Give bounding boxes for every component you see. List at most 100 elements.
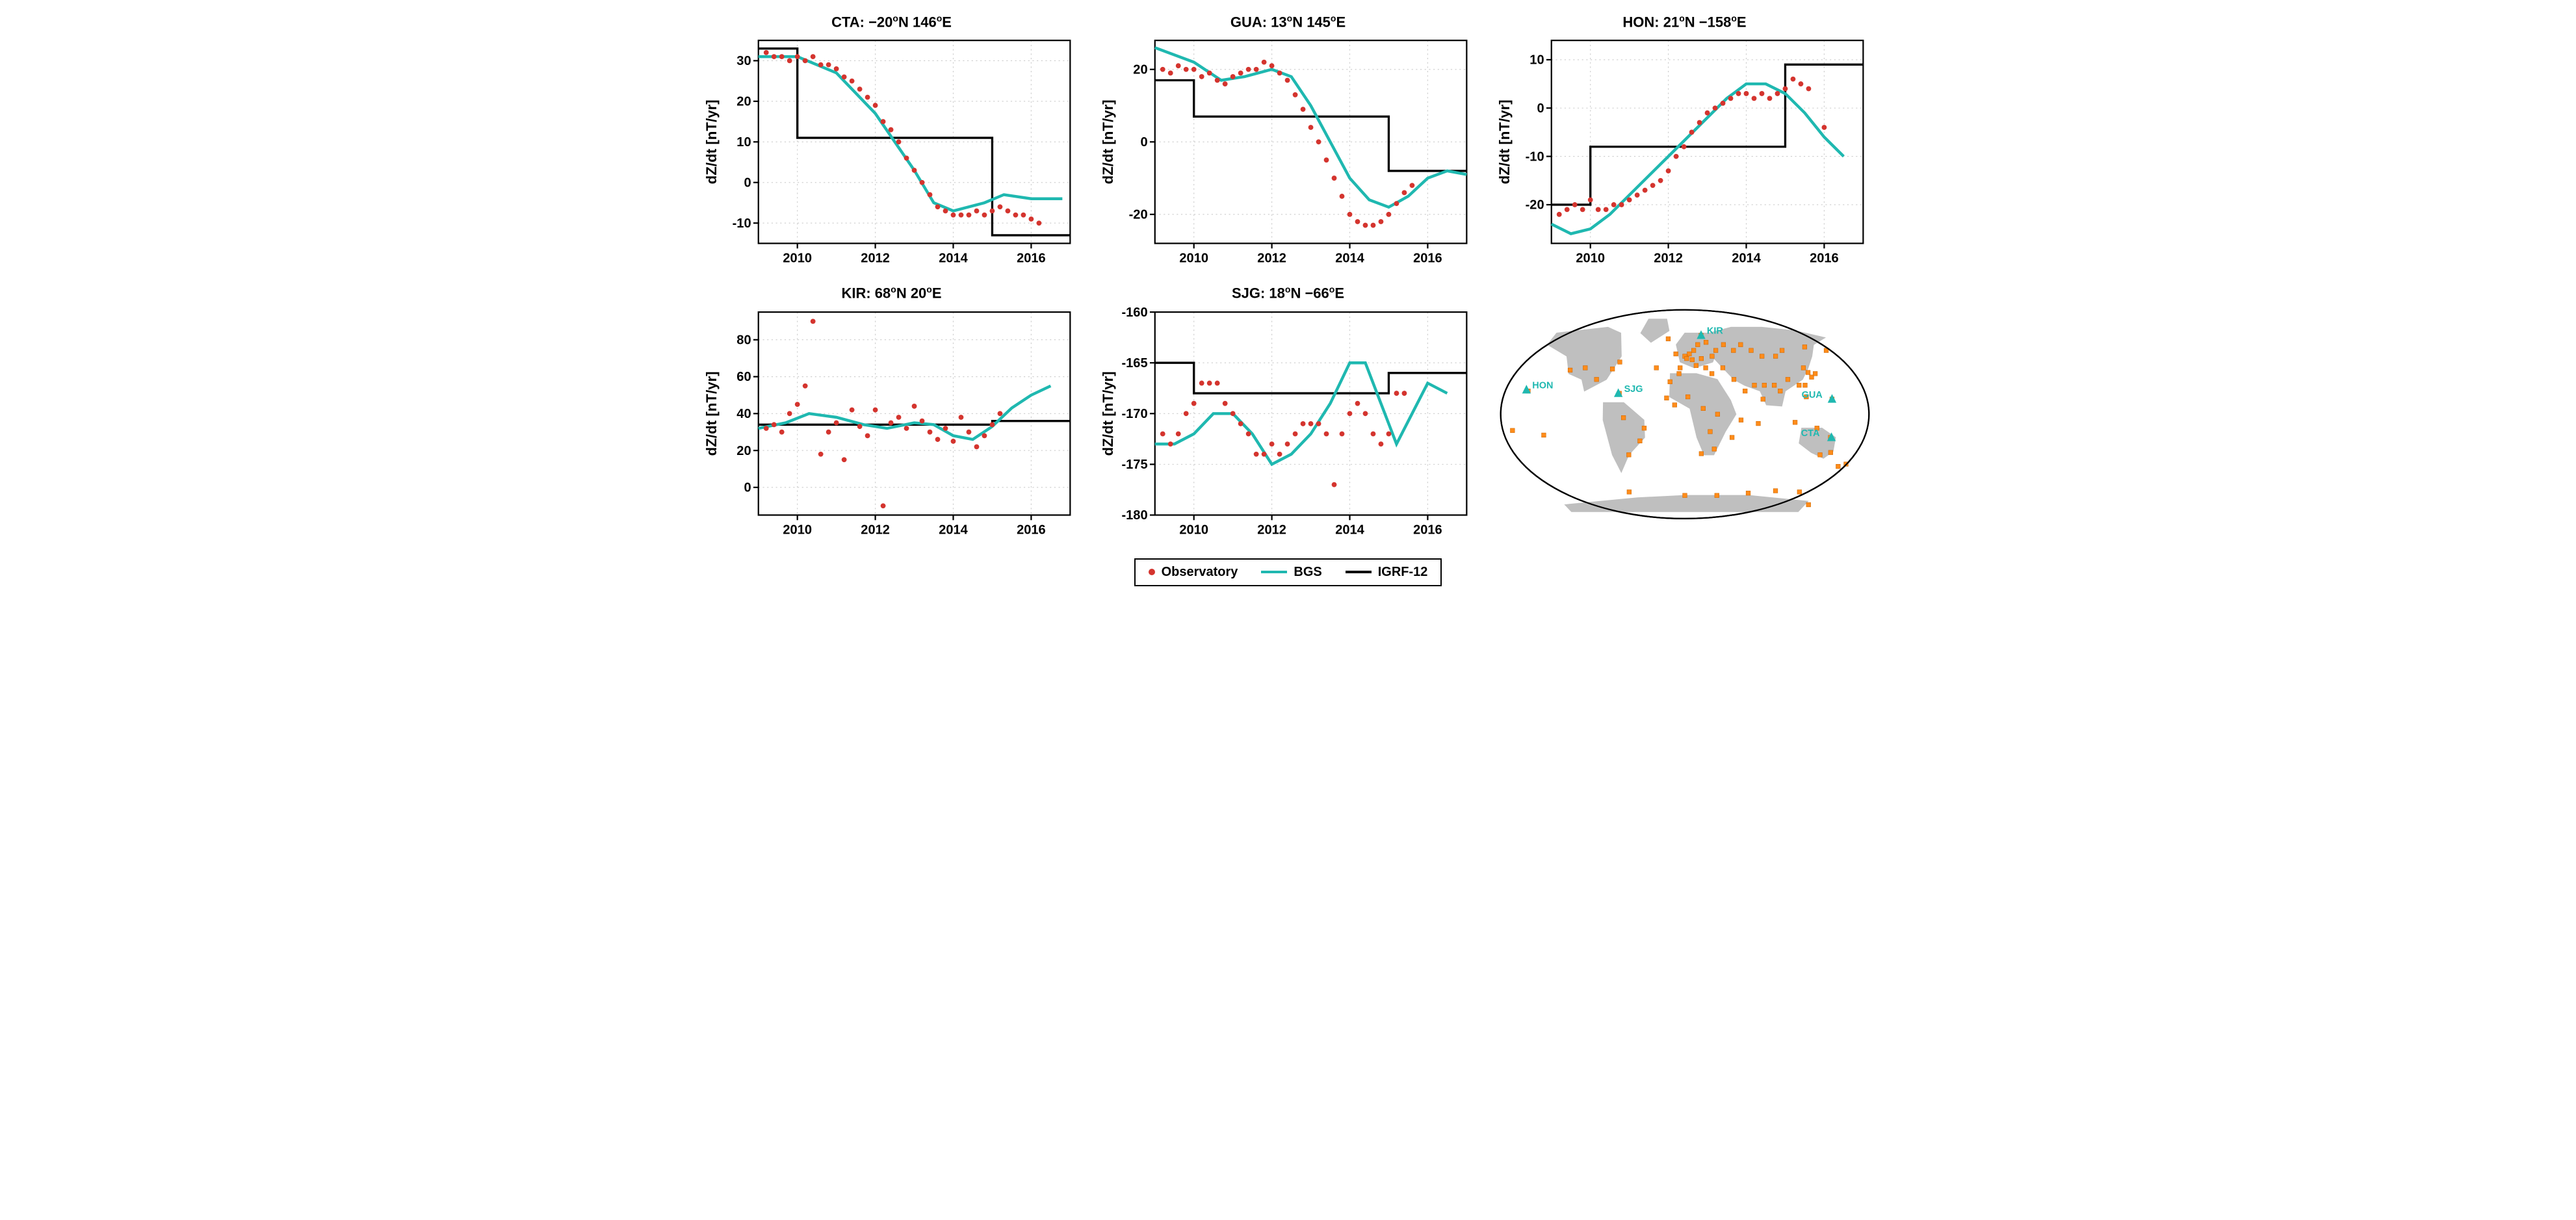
obs-point (1409, 183, 1414, 188)
obs-point (1183, 67, 1188, 72)
station-marker (1738, 343, 1743, 347)
legend-observatory: Observatory (1149, 565, 1238, 580)
ytick-label: 10 (736, 135, 751, 149)
ylabel: dZ/dt [nT/yr] (703, 371, 720, 456)
station-marker (1746, 491, 1750, 495)
xtick-label: 2012 (861, 523, 890, 537)
obs-point (1634, 193, 1639, 198)
station-marker (1786, 377, 1790, 382)
station-marker (1817, 452, 1822, 457)
obs-point (1277, 71, 1282, 76)
obs-point (1355, 401, 1360, 406)
obs-point (1370, 223, 1375, 228)
obs-point (833, 420, 839, 425)
obs-point (1316, 140, 1321, 145)
obs-point (1665, 168, 1671, 174)
obs-point (1595, 207, 1600, 213)
ytick-label: 0 (744, 176, 751, 190)
chart-cta: CTA: −20oN 146oE2010201220142016-1001020… (703, 13, 1080, 272)
obs-point (958, 415, 963, 420)
station-marker (1752, 383, 1756, 387)
obs-point (818, 62, 823, 68)
ytick-label: -170 (1121, 407, 1147, 421)
obs-point (1401, 190, 1407, 196)
obs-point (927, 192, 932, 198)
dot-icon (1149, 569, 1155, 575)
obs-point (841, 75, 846, 80)
obs-point (1167, 441, 1173, 447)
xtick-label: 2012 (1654, 252, 1683, 266)
ylabel: dZ/dt [nT/yr] (1496, 100, 1513, 185)
station-marker (1749, 348, 1753, 353)
station-marker (1813, 371, 1817, 376)
obs-point (1191, 67, 1196, 72)
obs-point (1160, 67, 1165, 72)
station-marker (1699, 356, 1704, 361)
obs-point (1339, 431, 1344, 436)
obs-point (919, 418, 924, 423)
obs-point (810, 55, 815, 60)
series-bgs (1551, 84, 1843, 234)
ytick-label: -175 (1121, 458, 1147, 472)
ytick-label: -20 (1525, 198, 1544, 213)
obs-point (849, 407, 854, 412)
chart-svg: 2010201220142016-100102030dZ/dt [nT/yr] (703, 33, 1080, 272)
ytick-label: 20 (1133, 63, 1147, 77)
station-marker (1682, 493, 1687, 498)
station-marker (1666, 337, 1671, 341)
obs-point (1751, 96, 1756, 101)
station-marker (1698, 451, 1703, 456)
station-marker (1700, 406, 1705, 411)
chart-gua: GUA: 13oN 145oE2010201220142016-20020dZ/… (1100, 13, 1477, 272)
obs-point (1767, 96, 1772, 101)
obs-point (802, 383, 807, 389)
chart-svg: 2010201220142016-20020dZ/dt [nT/yr] (1100, 33, 1477, 272)
obs-point (880, 503, 885, 508)
ytick-label: 0 (744, 480, 751, 495)
series-bgs (758, 57, 1062, 211)
obs-point (1798, 81, 1803, 86)
ytick-label: 80 (736, 333, 751, 347)
obs-point (943, 426, 948, 431)
station-marker (1806, 370, 1810, 374)
station-marker (1773, 489, 1778, 493)
xtick-label: 2010 (1179, 523, 1208, 537)
station-marker (1672, 402, 1676, 407)
obs-point (1704, 110, 1710, 116)
obs-point (1347, 212, 1352, 217)
obs-point (1222, 81, 1227, 86)
station-marker (1541, 433, 1546, 437)
obs-point (966, 430, 971, 435)
obs-point (888, 420, 893, 425)
obs-point (1378, 219, 1383, 224)
obs-point (1292, 92, 1297, 97)
obs-point (1191, 401, 1196, 406)
obs-point (1658, 178, 1663, 183)
obs-point (1206, 380, 1212, 385)
xtick-label: 2016 (1017, 252, 1046, 266)
obs-point (935, 205, 940, 210)
station-marker (1689, 357, 1694, 362)
xtick-label: 2016 (1413, 252, 1442, 266)
obs-point (888, 127, 893, 133)
chart-svg: 2010201220142016-180-175-170-165-160dZ/d… (1100, 305, 1477, 544)
obs-point (1626, 198, 1632, 203)
obs-point (1245, 431, 1251, 436)
obs-point (989, 209, 995, 214)
obs-point (1277, 452, 1282, 457)
obs-point (1806, 86, 1811, 92)
station-marker (1621, 415, 1626, 420)
obs-point (1673, 154, 1678, 159)
obs-point (1720, 101, 1725, 106)
obs-point (911, 404, 917, 409)
obs-point (833, 66, 839, 71)
legend-bgs: BGS (1261, 565, 1321, 580)
obs-point (826, 62, 831, 68)
obs-point (896, 415, 901, 420)
obs-point (794, 402, 800, 407)
obs-point (1199, 74, 1204, 79)
obs-point (1355, 219, 1360, 224)
axes-box (1551, 40, 1863, 243)
obs-point (1619, 202, 1624, 207)
obs-point (1323, 158, 1329, 163)
